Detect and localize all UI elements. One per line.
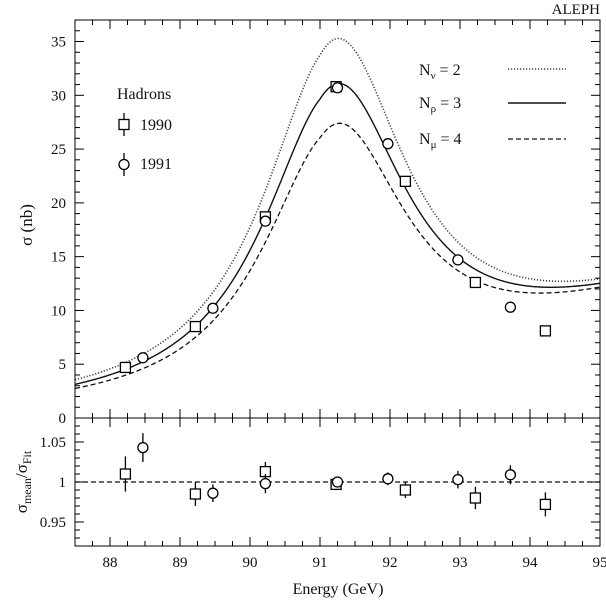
lower-points xyxy=(120,433,550,516)
y-tick-label-upper: 15 xyxy=(51,250,66,266)
data-point-1990-0 xyxy=(120,362,130,372)
data-point-1991-0 xyxy=(138,353,148,363)
data-point-1991-6 xyxy=(505,302,515,312)
lower-ylabel-sub1: mean xyxy=(20,478,34,504)
y-tick-label-lower: 0.95 xyxy=(40,515,66,531)
legend-label-nrho3: Nρ = 3 xyxy=(419,95,461,115)
hadrons-legend: Hadrons 1990 1991 xyxy=(117,86,172,176)
ratio-point-1990-6 xyxy=(540,492,550,516)
legend-marker-1990 xyxy=(119,113,129,136)
ratio-point-1991-6 xyxy=(505,465,515,484)
lower-ylabel: σmean/σFit xyxy=(12,450,34,513)
data-point-1991-3 xyxy=(333,83,343,93)
data-point-1991-4 xyxy=(383,139,393,149)
ratio-point-1991-4 xyxy=(383,472,393,485)
y-tick-label-upper: 10 xyxy=(51,303,66,319)
data-point-1990-4 xyxy=(400,176,410,186)
y-tick-label-lower: 1 xyxy=(59,475,67,491)
x-tick-label: 95 xyxy=(593,555,606,571)
legend-label-nv2: Nν = 2 xyxy=(419,62,461,82)
data-point-1991-2 xyxy=(260,216,270,226)
x-tick-label: 88 xyxy=(103,555,118,571)
ratio-point-1991-3 xyxy=(333,477,343,487)
x-tick-label: 89 xyxy=(173,555,188,571)
ratio-point-1990-4 xyxy=(400,482,410,498)
legend-label-nmu4: Nμ = 4 xyxy=(419,131,462,151)
lower-ylabel-mid: /σ xyxy=(12,464,31,478)
corner-label: ALEPH xyxy=(552,2,601,18)
ratio-point-1991-0 xyxy=(138,433,148,462)
ratio-point-1990-1 xyxy=(190,482,200,506)
y-tick-label-upper: 30 xyxy=(51,88,66,104)
x-tick-label: 91 xyxy=(313,555,328,571)
y-tick-label-upper: 0 xyxy=(59,411,67,427)
ratio-point-1990-5 xyxy=(470,487,480,509)
upper-ylabel: σ (nb) xyxy=(17,204,36,246)
hadrons-legend-title: Hadrons xyxy=(117,86,171,103)
data-point-1990-6 xyxy=(540,326,550,336)
data-point-1990-5 xyxy=(470,277,480,287)
ratio-point-1991-1 xyxy=(208,484,218,502)
y-tick-label-upper: 5 xyxy=(59,357,67,373)
data-point-1990-1 xyxy=(190,322,200,332)
upper-frame xyxy=(75,20,600,418)
legend-label-1990: 1990 xyxy=(140,117,172,134)
ratio-point-1991-5 xyxy=(453,471,463,489)
lower-ylabel-sub2: Fit xyxy=(20,450,34,464)
data-point-1991-1 xyxy=(208,303,218,313)
ratio-point-1990-0 xyxy=(120,456,130,491)
x-tick-label: 92 xyxy=(383,555,398,571)
x-tick-label: 93 xyxy=(453,555,468,571)
curve-legend: Nν = 2 Nρ = 3 Nμ = 4 xyxy=(419,62,566,151)
data-point-1991-5 xyxy=(453,255,463,265)
legend-marker-1991 xyxy=(119,153,129,176)
y-tick-label-upper: 35 xyxy=(51,35,66,51)
lower-ylabel-main: σ xyxy=(12,504,31,513)
xlabel: Energy (GeV) xyxy=(293,581,384,598)
legend-label-1991: 1991 xyxy=(140,156,172,173)
y-tick-label-lower: 1.05 xyxy=(40,435,66,451)
tick-labels: 0 5 10 15 20 25 30 35 0.95 1 1.05 88 89 90 91 92 93 94 95 xyxy=(40,35,606,571)
y-tick-label-upper: 25 xyxy=(51,142,66,158)
upper-points xyxy=(120,82,550,373)
x-tick-label: 94 xyxy=(523,555,539,571)
y-tick-label-upper: 20 xyxy=(51,196,66,212)
x-tick-label: 90 xyxy=(243,555,258,571)
